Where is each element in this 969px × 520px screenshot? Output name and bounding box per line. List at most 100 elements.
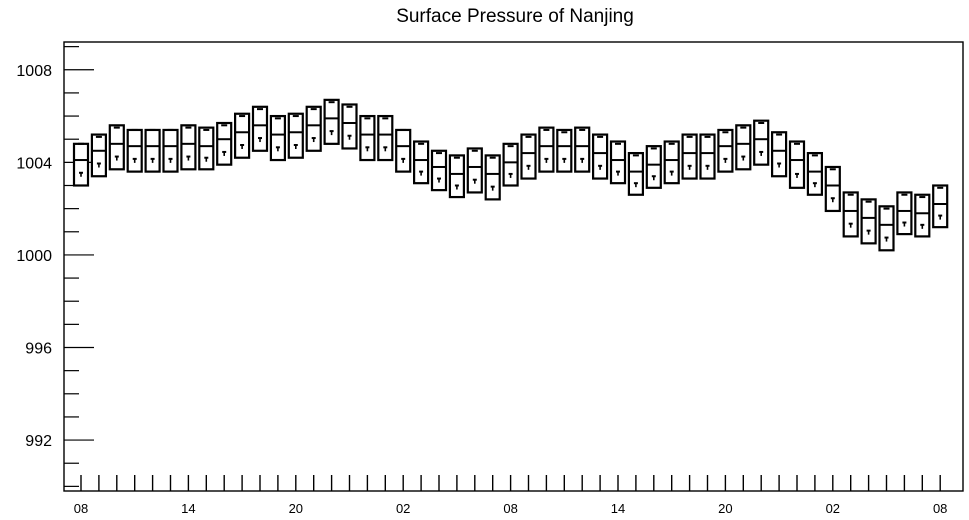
box xyxy=(681,133,698,180)
box xyxy=(842,191,859,238)
box-body xyxy=(699,133,716,180)
y-tick-label: 1008 xyxy=(16,63,52,80)
box-body xyxy=(216,121,233,166)
box xyxy=(251,105,269,152)
box-body xyxy=(681,133,698,180)
box xyxy=(430,149,448,192)
x-tick-label: 08 xyxy=(503,501,517,516)
plot-frame xyxy=(63,41,964,492)
x-tick-label: 02 xyxy=(826,501,840,516)
y-tick-label: 996 xyxy=(25,341,52,358)
box-body xyxy=(269,114,286,162)
box-body xyxy=(126,128,143,173)
box xyxy=(198,126,215,171)
box-body xyxy=(251,105,269,152)
box-body xyxy=(180,124,197,171)
box-body xyxy=(609,140,627,185)
box xyxy=(770,131,788,178)
box-body xyxy=(359,114,376,162)
box xyxy=(932,184,949,229)
y-axis: 992 996 1000 1004 1008 xyxy=(16,46,94,487)
box-body xyxy=(735,124,752,171)
box-body xyxy=(627,151,645,196)
box xyxy=(609,140,627,185)
box-series xyxy=(72,98,949,252)
x-tick-label: 14 xyxy=(611,501,625,516)
y-tick-label: 1004 xyxy=(16,155,52,172)
x-tick-label: 20 xyxy=(718,501,732,516)
box-body xyxy=(520,133,537,180)
box-body xyxy=(645,145,662,189)
box xyxy=(645,145,662,189)
box-body xyxy=(341,103,358,150)
box xyxy=(413,140,430,185)
box-body xyxy=(484,154,501,201)
box-body xyxy=(377,114,394,162)
x-tick-label: 02 xyxy=(396,501,410,516)
box xyxy=(287,112,304,159)
box xyxy=(377,114,394,162)
box xyxy=(269,114,286,162)
box xyxy=(144,128,161,173)
box-body xyxy=(538,126,555,173)
box xyxy=(627,151,645,196)
box-body xyxy=(448,154,465,199)
box xyxy=(788,140,806,189)
box-body xyxy=(430,149,448,192)
y-tick-label: 992 xyxy=(25,433,52,450)
box-body xyxy=(234,112,251,159)
box-body xyxy=(770,131,788,178)
box xyxy=(878,205,895,252)
box xyxy=(466,147,483,194)
box xyxy=(824,165,841,213)
box xyxy=(359,114,376,162)
box xyxy=(914,193,931,238)
chart-title: Surface Pressure of Nanjing xyxy=(396,6,634,27)
box-body xyxy=(842,191,859,238)
box xyxy=(162,128,179,173)
box xyxy=(806,151,824,196)
box xyxy=(860,198,877,245)
box-body xyxy=(198,126,215,171)
box xyxy=(234,112,251,159)
y-tick-label: 1000 xyxy=(16,248,52,265)
box xyxy=(323,98,340,145)
box xyxy=(90,133,108,178)
box-body xyxy=(162,128,179,173)
box xyxy=(484,154,501,201)
box-body xyxy=(878,205,895,252)
box-body xyxy=(466,147,483,194)
box xyxy=(305,105,322,152)
box xyxy=(341,103,358,150)
box-body xyxy=(788,140,806,189)
box xyxy=(699,133,716,180)
x-tick-label: 08 xyxy=(74,501,88,516)
box-body xyxy=(287,112,304,159)
box-body xyxy=(860,198,877,245)
box-body xyxy=(305,105,322,152)
box xyxy=(735,124,752,171)
box xyxy=(896,191,913,236)
box-body xyxy=(896,191,913,236)
box-body xyxy=(574,126,591,173)
x-tick-label: 14 xyxy=(181,501,195,516)
box-body xyxy=(753,119,770,166)
box-body xyxy=(108,124,125,171)
box-body xyxy=(591,133,609,180)
box-body xyxy=(395,128,412,173)
box xyxy=(591,133,609,180)
box xyxy=(448,154,465,199)
box xyxy=(663,140,680,185)
box-body xyxy=(323,98,340,145)
box xyxy=(395,128,412,173)
box xyxy=(538,126,555,173)
box xyxy=(180,124,197,171)
box xyxy=(108,124,125,171)
box xyxy=(126,128,143,173)
box-body xyxy=(717,128,734,173)
box-body xyxy=(824,165,841,213)
box xyxy=(216,121,233,166)
box xyxy=(574,126,591,173)
box-body xyxy=(932,184,949,229)
